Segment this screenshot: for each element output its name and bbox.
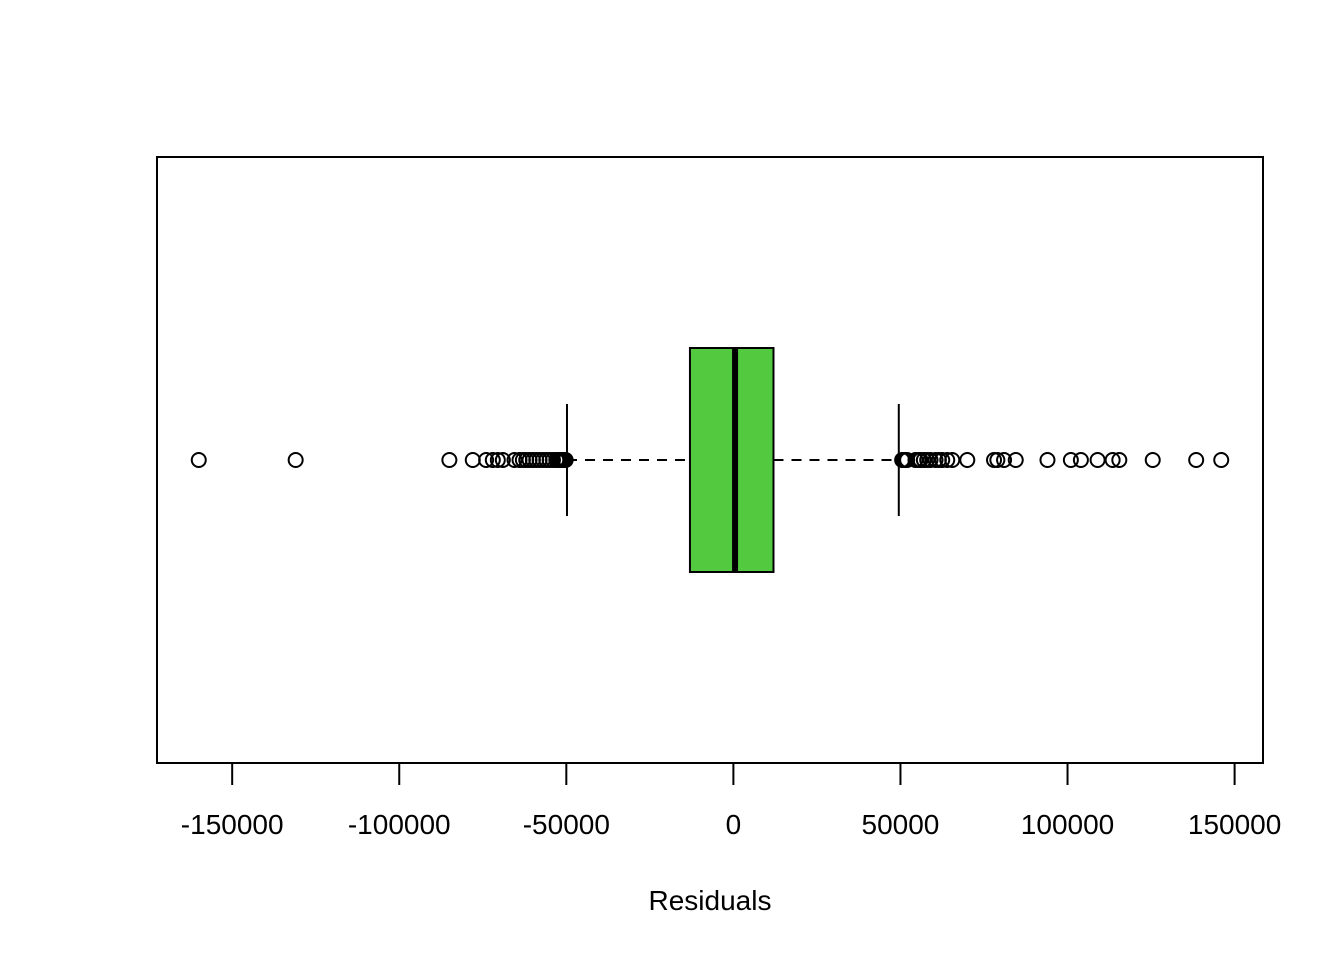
outlier-point: [996, 452, 1013, 468]
outlier-point: [506, 452, 523, 468]
outlier-point: [478, 452, 495, 468]
outlier-point: [484, 452, 501, 468]
outlier-point: [1104, 452, 1121, 468]
x-tick-label: 50000: [862, 809, 940, 840]
x-axis: -150000 -100000 -50000 0 50000 100000 150000: [181, 762, 1281, 840]
x-tick-label: -100000: [348, 809, 451, 840]
outlier-point: [190, 452, 207, 468]
outlier-point: [1213, 452, 1230, 468]
outlier-point: [489, 452, 506, 468]
outlier-point: [1111, 452, 1128, 468]
outlier-point: [494, 452, 511, 468]
x-tick-label: 100000: [1021, 809, 1114, 840]
x-tick-label: 150000: [1188, 809, 1281, 840]
x-tick-label: -150000: [181, 809, 284, 840]
outlier-point: [922, 452, 939, 468]
outlier-group: [190, 452, 1230, 468]
outlier-point: [959, 452, 976, 468]
x-tick-label: -50000: [523, 809, 610, 840]
outlier-point: [1007, 452, 1024, 468]
outlier-point: [1062, 452, 1079, 468]
outlier-point: [1039, 452, 1056, 468]
outlier-point: [934, 452, 951, 468]
x-tick-label: 0: [726, 809, 742, 840]
outlier-point: [287, 452, 304, 468]
outlier-point: [1089, 452, 1106, 468]
x-axis-label: Residuals: [649, 885, 772, 916]
outlier-point: [1072, 452, 1089, 468]
outlier-point: [441, 452, 458, 468]
outlier-point: [1188, 452, 1205, 468]
outlier-point: [1144, 452, 1161, 468]
outlier-point: [944, 452, 961, 468]
outlier-point: [989, 452, 1006, 468]
iqr-box: [688, 347, 775, 573]
outlier-point: [557, 452, 574, 468]
outlier-point: [939, 452, 956, 468]
outlier-point: [464, 452, 481, 468]
box-group: [565, 347, 900, 573]
